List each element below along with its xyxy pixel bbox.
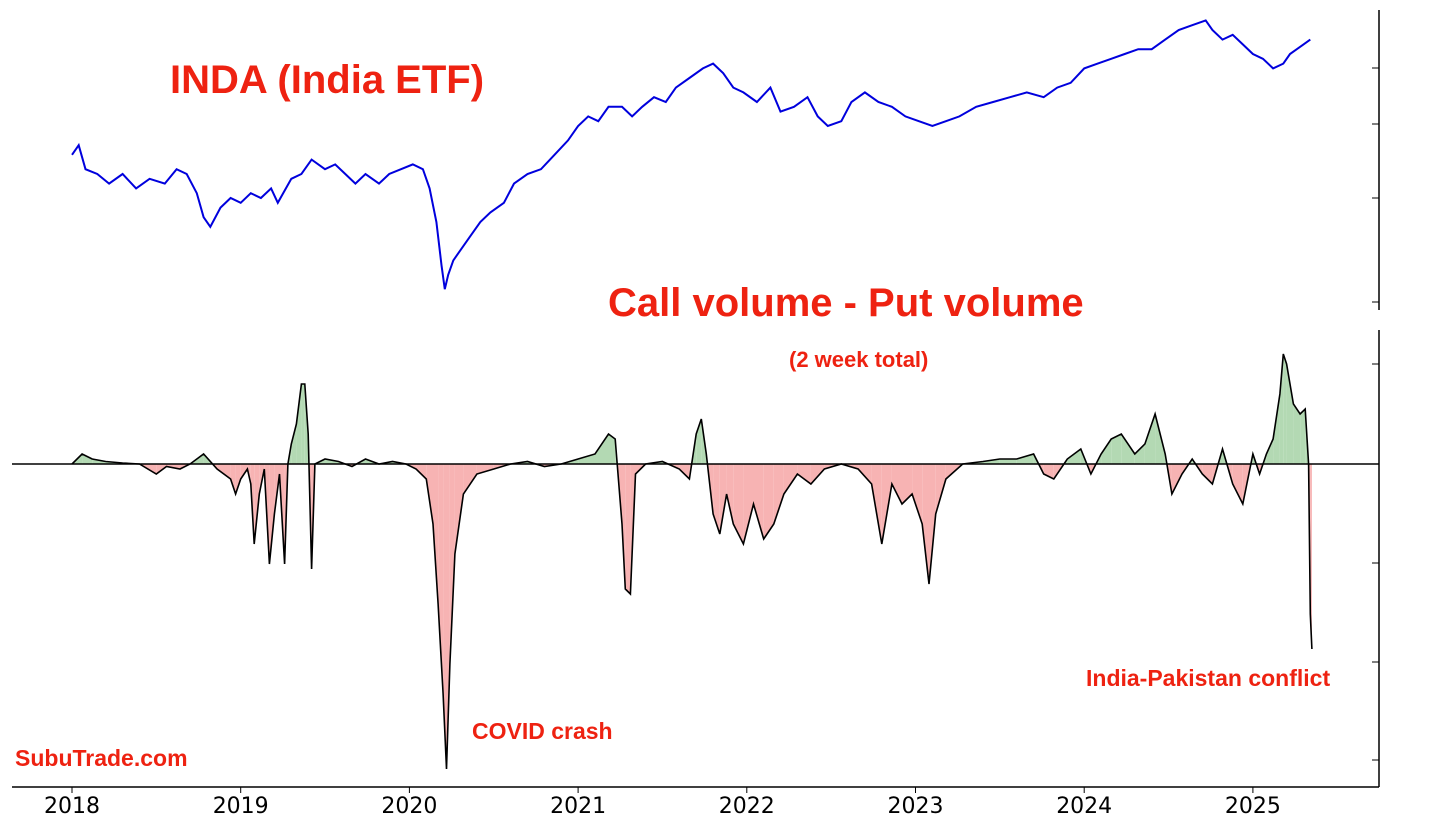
positive-fill-segment	[999, 459, 1017, 464]
call-put-fill-areas	[72, 354, 1312, 769]
x-tick-label: 2020	[381, 794, 437, 819]
positive-fill-segment	[696, 419, 702, 464]
negative-fill-segment	[929, 464, 936, 584]
x-tick-label: 2021	[550, 794, 606, 819]
negative-fill-segment	[783, 464, 798, 494]
positive-fill-segment	[301, 384, 305, 464]
top-y-ticks	[1372, 67, 1379, 303]
x-tick-label: 2018	[44, 794, 100, 819]
negative-fill-segment	[891, 464, 902, 504]
positive-fill-segment	[1300, 409, 1306, 464]
negative-fill-segment	[476, 464, 494, 474]
negative-fill-segment	[733, 464, 744, 544]
negative-fill-segment	[753, 464, 764, 539]
negative-fill-segment	[625, 464, 631, 594]
negative-fill-segment	[935, 464, 946, 514]
positive-fill-segment	[1273, 394, 1280, 464]
negative-fill-segment	[446, 464, 450, 769]
negative-fill-segment	[443, 464, 447, 769]
negative-fill-segment	[912, 464, 923, 524]
call-put-line	[71, 353, 1313, 770]
conflict-annotation: India-Pakistan conflict	[1086, 665, 1330, 691]
negative-fill-segment	[858, 464, 872, 484]
positive-fill-segment	[1121, 434, 1135, 464]
positive-fill-segment	[291, 424, 297, 464]
positive-fill-segment	[1266, 439, 1274, 464]
positive-fill-segment	[1111, 434, 1122, 464]
positive-fill-segment	[1016, 454, 1034, 464]
negative-fill-segment	[217, 464, 231, 479]
x-axis-ticks: 2018 2019 2020 2021 2022 2023 2024 2025	[44, 787, 1281, 819]
negative-fill-segment	[719, 464, 727, 534]
positive-fill-segment	[1286, 364, 1294, 464]
bottom-chart-title: Call volume - Put volume	[608, 281, 1084, 325]
negative-fill-segment	[797, 464, 811, 484]
negative-fill-segment	[763, 464, 774, 539]
positive-fill-segment	[82, 454, 93, 464]
positive-fill-segment	[608, 434, 616, 464]
negative-fill-segment	[902, 464, 913, 504]
inda-price-line-group	[71, 19, 1311, 290]
negative-fill-segment	[810, 464, 825, 484]
positive-fill-segment	[296, 384, 302, 464]
positive-fill-segment	[1279, 354, 1284, 464]
bottom-chart-subtitle: (2 week total)	[789, 347, 928, 372]
negative-fill-segment	[1202, 464, 1213, 484]
positive-fill-segment	[1144, 414, 1156, 464]
positive-fill-segment	[1134, 444, 1145, 464]
bottom-y-ticks	[1372, 363, 1379, 761]
negative-fill-segment	[773, 464, 784, 524]
top-chart-title: INDA (India ETF)	[170, 58, 484, 102]
negative-fill-segment	[463, 464, 477, 494]
negative-fill-segment	[726, 464, 734, 524]
negative-fill-segment	[433, 464, 439, 604]
positive-fill-segment	[1101, 439, 1112, 464]
negative-fill-segment	[743, 464, 754, 544]
call-put-line-group	[71, 353, 1313, 770]
negative-fill-segment	[449, 464, 455, 664]
positive-fill-segment	[1067, 449, 1081, 464]
negative-fill-segment	[416, 464, 427, 479]
inda-price-line	[71, 19, 1311, 290]
negative-fill-segment	[679, 464, 690, 479]
x-tick-label: 2023	[888, 794, 944, 819]
x-tick-label: 2025	[1225, 794, 1281, 819]
covid-crash-annotation: COVID crash	[472, 718, 613, 744]
x-tick-label: 2024	[1056, 794, 1112, 819]
negative-fill-segment	[269, 464, 275, 564]
positive-fill-segment	[578, 454, 595, 464]
negative-fill-segment	[881, 464, 892, 544]
negative-fill-segment	[1232, 464, 1243, 504]
negative-fill-segment	[454, 464, 464, 554]
negative-fill-segment	[922, 464, 929, 584]
watermark-text: SubuTrade.com	[15, 745, 188, 771]
x-tick-label: 2019	[213, 794, 269, 819]
positive-fill-segment	[1293, 404, 1301, 464]
positive-fill-segment	[595, 434, 609, 464]
positive-fill-segment	[1283, 354, 1287, 464]
negative-fill-segment	[438, 464, 444, 694]
negative-fill-segment	[235, 464, 241, 494]
x-tick-label: 2022	[719, 794, 775, 819]
negative-fill-segment	[1171, 464, 1182, 494]
negative-fill-segment	[230, 464, 236, 494]
negative-fill-segment	[871, 464, 882, 544]
